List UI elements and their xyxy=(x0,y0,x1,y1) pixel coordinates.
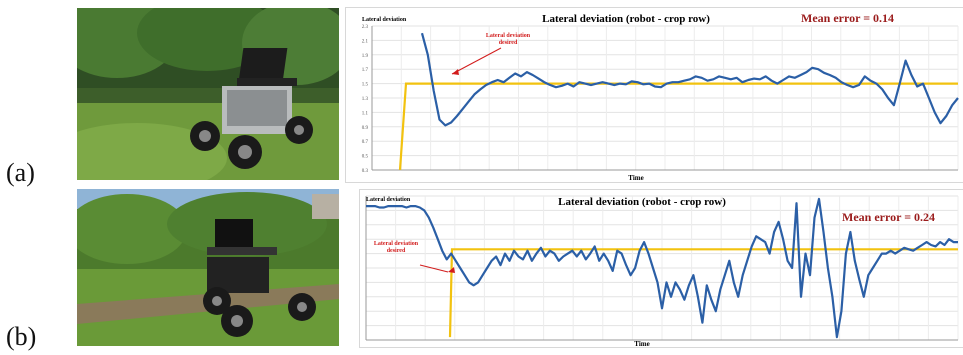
y-tick-label: 2.1 xyxy=(362,39,369,44)
y-tick-label: 1.3 xyxy=(362,97,369,102)
mean-error-annotation: Mean error = 0.24 xyxy=(842,210,935,224)
y-tick-label: 0.5 xyxy=(362,155,369,160)
measured-deviation-line xyxy=(420,32,959,127)
arrow-head xyxy=(452,69,459,75)
measured-deviation-line xyxy=(366,197,958,339)
chart-b: Lateral deviation Lateral deviation (robo… xyxy=(359,189,963,348)
desired-deviation-line xyxy=(448,248,958,338)
y-tick-label: 1.7 xyxy=(362,68,369,73)
chart-title: Lateral deviation (robot - crop row) xyxy=(542,13,710,25)
chart-xlabel: Time xyxy=(628,174,643,182)
y-tick-label: 2.3 xyxy=(362,25,369,30)
robot-vineyard-photo-a xyxy=(77,8,339,180)
robot-vineyard-photo-b xyxy=(77,189,339,346)
desired-deviation-line xyxy=(398,82,958,171)
arrow-head xyxy=(448,267,455,273)
y-tick-label: 1.9 xyxy=(362,54,369,59)
chart-ylabel: Lateral deviation xyxy=(362,17,407,23)
desired-annotation-line2: desired xyxy=(499,40,518,46)
panel-label-b: (b) xyxy=(6,322,37,351)
chart-xlabel: Time xyxy=(634,340,649,347)
mean-error-annotation: Mean error = 0.14 xyxy=(801,11,894,25)
panel-label-a: (a) xyxy=(6,158,35,187)
chart-a: 0.3 0.5 0.7 0.9 1.1 1.3 1.5 1.7 1.9 2.1 2.3 Lateral… xyxy=(345,7,963,183)
desired-annotation-line1: Lateral deviation xyxy=(374,241,419,247)
desired-annotation-line2: desired xyxy=(387,248,406,254)
y-tick-label: 1.1 xyxy=(362,111,369,116)
y-tick-label: 1.5 xyxy=(362,83,369,88)
desired-annotation-arrow xyxy=(419,264,449,273)
chart-title: Lateral deviation (robot - crop row) xyxy=(558,196,726,208)
y-tick-label: 0.9 xyxy=(362,126,369,131)
y-tick-label: 0.7 xyxy=(362,140,369,145)
desired-annotation-arrow xyxy=(451,47,502,75)
chart-ylabel: Lateral deviation xyxy=(366,197,411,203)
desired-annotation-line1: Lateral deviation xyxy=(486,33,531,39)
y-tick-label: 0.3 xyxy=(362,169,369,174)
